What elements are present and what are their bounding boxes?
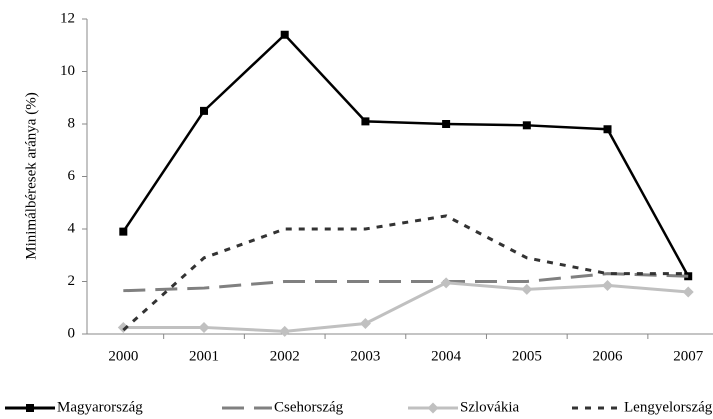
y-axis-label: Minimálbéresek aránya (%)	[23, 92, 39, 259]
x-tick-label: 2002	[270, 348, 300, 364]
legend-label: Csehország	[274, 399, 344, 415]
y-tick-label: 12	[60, 10, 75, 26]
series-line	[122, 32, 690, 277]
series-line	[123, 272, 689, 293]
x-tick-label: 2003	[350, 348, 380, 364]
data-point	[682, 286, 694, 298]
data-point	[359, 318, 371, 329]
y-tick-label: 4	[68, 220, 76, 236]
legend-label: Magyarország	[57, 399, 143, 415]
x-tick-label: 2006	[593, 348, 624, 364]
data-point	[279, 325, 291, 337]
data-point	[198, 321, 210, 333]
data-point	[280, 30, 289, 39]
legend-label: Lengyelország	[624, 399, 713, 415]
data-point	[602, 279, 614, 291]
y-tick-label: 8	[68, 115, 76, 131]
data-point	[440, 277, 452, 289]
data-point	[522, 121, 531, 130]
y-tick-label: 0	[68, 325, 76, 341]
x-tick-label: 2007	[673, 348, 704, 364]
data-point	[117, 321, 129, 333]
data-point	[119, 227, 128, 236]
legend-marker	[427, 402, 439, 414]
x-tick-label: 2000	[108, 348, 138, 364]
x-tick-label: 2005	[512, 348, 542, 364]
x-tick-label: 2001	[189, 348, 219, 364]
data-point	[442, 120, 451, 128]
data-point	[521, 283, 533, 295]
data-point	[361, 117, 370, 126]
y-tick-label: 10	[60, 63, 75, 79]
y-tick-label: 2	[68, 273, 76, 289]
series-line	[122, 214, 689, 332]
legend-label: Szlovákia	[460, 399, 519, 415]
y-tick-label: 6	[68, 168, 76, 184]
x-tick-label: 2004	[431, 348, 462, 364]
legend-marker	[26, 404, 34, 412]
series-line	[123, 281, 689, 333]
data-point	[200, 106, 209, 115]
data-point	[603, 125, 612, 134]
